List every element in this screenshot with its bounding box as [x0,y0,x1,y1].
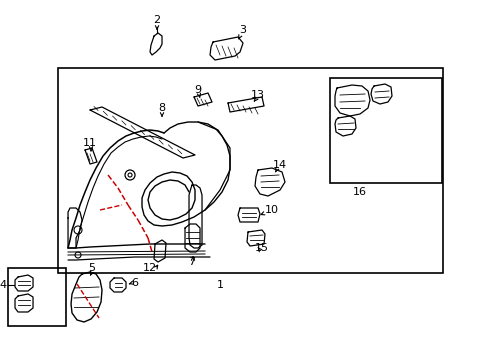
Text: 12: 12 [142,263,157,273]
Text: 10: 10 [264,205,279,215]
Bar [58,68,442,273]
Text: 7: 7 [188,257,195,267]
Text: 2: 2 [153,15,160,25]
Text: 13: 13 [250,90,264,100]
Text: 5: 5 [88,263,95,273]
Text: 1: 1 [216,280,223,290]
Bar [329,78,441,183]
Text: 9: 9 [194,85,201,95]
Text: 3: 3 [239,25,246,35]
Bar [8,268,66,326]
Text: 14: 14 [272,160,286,170]
Text: 6: 6 [131,278,138,288]
Text: 8: 8 [158,103,165,113]
Text: 11: 11 [83,138,97,148]
Text: 15: 15 [255,243,268,253]
Text: 4: 4 [0,280,6,290]
Text: 16: 16 [352,187,366,197]
